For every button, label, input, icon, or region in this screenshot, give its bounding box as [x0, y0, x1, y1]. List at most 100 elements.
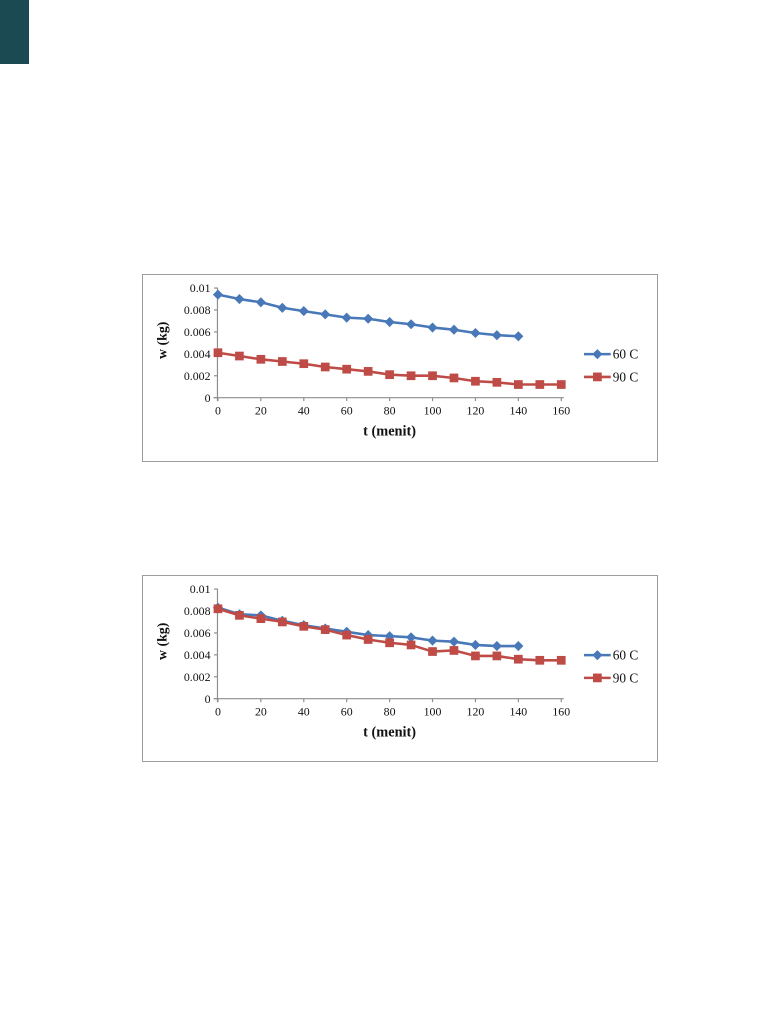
y-tick-label: 0: [205, 391, 211, 405]
x-tick-label: 20: [255, 404, 267, 418]
chart-1: 0 0.002 0.004 0.006 0.008 0.01 0 20 40 60 80 100 120…: [142, 274, 658, 462]
data-point: [213, 604, 223, 614]
x-tick-label: 160: [552, 704, 570, 718]
data-point: [513, 654, 523, 664]
data-point: [471, 651, 480, 661]
data-point: [427, 635, 438, 646]
data-point: [406, 371, 416, 381]
y-tick-label: 0: [205, 692, 211, 706]
series-90-c: [213, 348, 566, 389]
y-tick-label: 0.004: [184, 347, 211, 361]
data-point: [427, 322, 438, 333]
data-point: [471, 376, 480, 386]
bookmark-ribbon[interactable]: [0, 0, 29, 64]
data-point: [363, 630, 374, 641]
data-point: [556, 655, 566, 665]
data-point: [213, 348, 223, 358]
legend-swatch-marker: [593, 372, 602, 382]
data-point: [449, 373, 459, 383]
data-point: [256, 354, 266, 364]
x-tick-label: 60: [341, 404, 353, 418]
data-point: [212, 289, 224, 300]
legend-swatch-marker: [593, 673, 602, 683]
axes: 0 0.002 0.004 0.006 0.008 0.01 0 20 40 60 80 100 120…: [184, 582, 570, 718]
data-point: [535, 655, 545, 665]
data-point: [406, 319, 417, 330]
y-tick-label: 0.008: [184, 604, 211, 618]
data-point: [491, 641, 502, 652]
data-point: [491, 330, 502, 341]
legend-label: 60 C: [613, 347, 639, 362]
data-point: [492, 651, 502, 661]
data-point: [277, 357, 287, 366]
data-point: [513, 331, 524, 342]
data-point: [470, 327, 481, 339]
data-point: [363, 367, 373, 376]
y-axis-title: w (kg): [155, 322, 171, 359]
data-point: [235, 351, 244, 361]
data-point: [513, 641, 524, 652]
y-tick-label: 0.006: [184, 626, 211, 640]
x-tick-label: 140: [509, 704, 527, 718]
data-point: [449, 646, 459, 655]
x-tick-label: 80: [384, 704, 396, 718]
series-90-c: [213, 604, 566, 665]
y-tick-label: 0.002: [184, 369, 211, 383]
chart-2: 0 0.002 0.004 0.006 0.008 0.01 0 20 40 60 80 100 120…: [142, 575, 658, 762]
legend: 60 C 90 C: [584, 648, 639, 685]
x-tick-label: 140: [509, 404, 527, 418]
y-tick-label: 0.01: [190, 582, 211, 596]
data-point: [255, 297, 266, 308]
legend-item: 60 C: [584, 347, 638, 362]
legend-label: 90 C: [613, 670, 639, 685]
data-point: [428, 647, 437, 656]
data-point: [341, 312, 352, 323]
data-point: [470, 639, 481, 651]
data-point: [256, 614, 266, 624]
x-tick-label: 160: [552, 404, 570, 418]
data-point: [385, 638, 394, 648]
legend-label: 90 C: [613, 369, 639, 384]
data-point: [448, 636, 460, 647]
x-tick-label: 60: [341, 704, 353, 718]
data-point: [535, 380, 545, 389]
x-axis-title: t (menit): [363, 423, 416, 439]
data-point: [299, 621, 309, 631]
x-tick-label: 20: [255, 704, 267, 718]
data-point: [342, 630, 352, 640]
data-point: [277, 617, 287, 627]
y-tick-label: 0.006: [184, 325, 211, 339]
data-point: [342, 364, 352, 374]
legend-swatch-marker: [592, 650, 603, 661]
data-point: [320, 362, 330, 372]
x-tick-label: 80: [384, 404, 396, 418]
x-tick-label: 40: [298, 704, 310, 718]
data-point: [384, 316, 395, 328]
x-tick-label: 0: [215, 404, 221, 418]
data-point: [298, 306, 309, 317]
x-tick-label: 100: [424, 704, 442, 718]
y-tick-label: 0.008: [184, 303, 211, 317]
data-point: [320, 625, 330, 634]
x-axis-title: t (menit): [363, 724, 416, 740]
x-tick-label: 0: [215, 704, 221, 718]
legend-label: 60 C: [613, 648, 639, 663]
data-point: [513, 380, 523, 389]
data-point: [234, 293, 245, 305]
data-point: [492, 377, 502, 387]
data-point: [448, 324, 460, 335]
data-point: [428, 371, 437, 381]
data-point: [299, 359, 309, 369]
x-tick-label: 40: [298, 404, 310, 418]
series-60-c: [212, 289, 524, 342]
data-point: [406, 640, 416, 650]
data-point: [363, 635, 373, 644]
legend: 60 C 90 C: [584, 347, 639, 384]
chart-2-canvas: 0 0.002 0.004 0.006 0.008 0.01 0 20 40 60 80 100 120…: [155, 582, 639, 740]
data-point: [320, 309, 331, 320]
series-60-c: [212, 602, 524, 652]
x-tick-label: 120: [467, 704, 485, 718]
data-point: [277, 302, 288, 313]
data-point: [363, 313, 374, 324]
